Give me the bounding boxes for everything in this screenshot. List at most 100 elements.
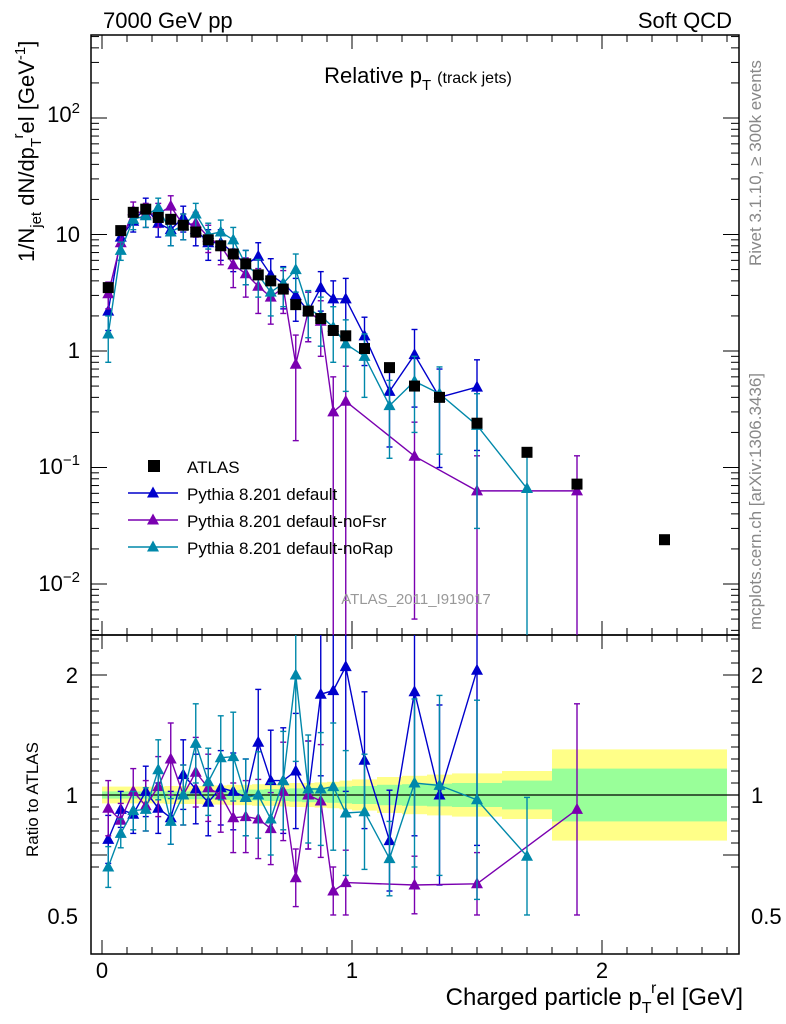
ratio-pythia-default-point	[471, 663, 483, 675]
main-pythia-norap-point	[102, 327, 115, 339]
ratio-pythia-nofsr-point	[327, 884, 340, 896]
atlas-data-point	[359, 343, 370, 355]
ratio-plot-marks	[102, 635, 583, 916]
ratio-pythia-norap-point	[227, 750, 240, 762]
main-pythia-norap-point	[152, 201, 165, 213]
atlas-data-point	[152, 211, 164, 223]
ratio-ytick-label-1-right: 1	[751, 783, 763, 808]
main-pythia-default-point	[289, 288, 302, 300]
atlas-data-point	[165, 213, 177, 225]
main-pythia-norap-point	[127, 212, 140, 224]
main-pythia-default-point	[252, 249, 265, 261]
atlas-data-point	[190, 226, 202, 238]
main-pythia-norap-line	[107, 206, 528, 489]
ratio-pythia-norap-point	[408, 776, 421, 788]
atlas-data-point	[327, 324, 339, 336]
main-pythia-nofsr-point	[164, 199, 177, 211]
ratio-pythia-norap-point	[214, 751, 227, 763]
ratio-ytick-label-2-left: 2	[66, 663, 78, 688]
main-pythia-nofsr-point	[408, 449, 421, 461]
main-pythia-norap-point	[139, 209, 152, 221]
ratio-pythia-norap-point	[252, 788, 265, 800]
chart-title: Relative pT (track jets)	[324, 63, 512, 94]
ratio-ytick-label-0p5-right: 0.5	[751, 904, 782, 929]
ratio-pythia-norap-point	[102, 860, 115, 872]
ratio-pythia-nofsr-point	[408, 878, 421, 890]
main-pythia-norap-point	[289, 263, 302, 275]
atlas-data-point	[252, 269, 264, 281]
atlas-data-point	[265, 275, 277, 287]
ratio-pythia-nofsr-point	[227, 811, 240, 823]
ratio-pythia-norap-point	[239, 790, 252, 802]
mcplots-reference-label: mcplots.cern.ch [arXiv:1306.3436]	[746, 372, 765, 630]
main-pythia-norap-point	[227, 233, 240, 245]
atlas-data-point	[227, 248, 239, 260]
ratio-pythia-norap-point	[127, 804, 140, 816]
ratio-ytick-label-1-left: 1	[66, 783, 78, 808]
ratio-pythia-norap-point	[152, 763, 165, 775]
atlas-data-point	[240, 258, 252, 270]
main-pythia-norap-point	[164, 225, 177, 237]
ratio-pythia-default-point	[252, 735, 265, 747]
main-pythia-norap-point	[358, 349, 371, 361]
header-process-label: Soft QCD	[637, 8, 732, 33]
atlas-data-point	[434, 391, 445, 403]
ratio-pythia-norap-point	[383, 852, 396, 864]
atlas-data-point	[215, 240, 227, 252]
legend-marker-pythia-default	[147, 486, 159, 498]
rivet-version-label: Rivet 3.1.10, ≥ 300k events	[746, 60, 765, 266]
legend-label: Pythia 8.201 default	[187, 485, 338, 504]
atlas-data-point	[340, 330, 352, 342]
x-axis-label: Charged particle pTrel [GeV]	[446, 980, 743, 1017]
atlas-data-point	[302, 305, 314, 317]
ratio-pythia-nofsr-point	[164, 752, 177, 764]
legend-label: Pythia 8.201 default-noRap	[187, 539, 393, 558]
ratio-pythia-nofsr-point	[127, 784, 140, 796]
main-plot-marks	[102, 195, 670, 635]
ratio-pythia-norap-point	[314, 782, 327, 794]
ytick-label-0p01: 10−2	[38, 569, 80, 596]
main-pythia-default-point	[314, 281, 327, 293]
xtick-label-1: 1	[346, 958, 358, 983]
ratio-pythia-norap-point	[139, 802, 152, 814]
atlas-data-point	[202, 234, 214, 246]
ratio-pythia-norap-point	[189, 736, 202, 748]
main-pythia-default-point	[471, 380, 483, 392]
header-energy-label: 7000 GeV pp	[103, 8, 233, 33]
atlas-data-point	[521, 446, 533, 458]
ratio-pythia-norap-point	[433, 778, 446, 790]
main-pythia-norap-point	[114, 243, 127, 255]
ratio-pythia-default-point	[327, 684, 340, 696]
atlas-data-point	[471, 417, 483, 429]
main-pythia-nofsr-point	[339, 394, 352, 406]
atlas-data-point	[409, 380, 420, 392]
ratio-pythia-nofsr-point	[571, 802, 583, 814]
main-pythia-norap-point	[521, 482, 533, 494]
main-pythia-nofsr-point	[289, 357, 302, 369]
ratio-pythia-norap-point	[327, 780, 340, 792]
axis-ticks	[91, 35, 739, 954]
atlas-data-point	[127, 206, 139, 218]
main-pythia-norap-point	[214, 225, 227, 237]
atlas-data-point	[177, 219, 189, 231]
ratio-pythia-norap-point	[177, 788, 190, 800]
atlas-data-point	[315, 313, 327, 325]
analysis-id-watermark: ATLAS_2011_I919017	[341, 591, 491, 608]
ratio-pythia-norap-point	[358, 805, 371, 817]
ratio-pythia-norap-point	[114, 826, 127, 838]
main-y-axis-label: 1/Njet dN/dpTrel [GeV-1]	[10, 41, 45, 262]
ratio-pythia-norap-line	[107, 674, 528, 868]
ratio-pythia-norap-point	[289, 668, 302, 680]
main-pythia-norap-point	[383, 399, 396, 411]
main-pythia-norap-point	[189, 207, 202, 219]
ratio-pythia-nofsr-point	[339, 876, 352, 888]
atlas-data-point	[102, 282, 114, 294]
legend: ATLAS Pythia 8.201 default Pythia 8.201 de…	[128, 458, 393, 558]
ratio-pythia-norap-point	[302, 782, 315, 794]
ratio-pythia-default-line	[107, 664, 478, 841]
legend-label: ATLAS	[187, 458, 240, 477]
ytick-label-0p1: 10−1	[38, 452, 80, 479]
ratio-ytick-label-0p5-left: 0.5	[47, 904, 78, 929]
ratio-pythia-default-point	[289, 764, 302, 776]
